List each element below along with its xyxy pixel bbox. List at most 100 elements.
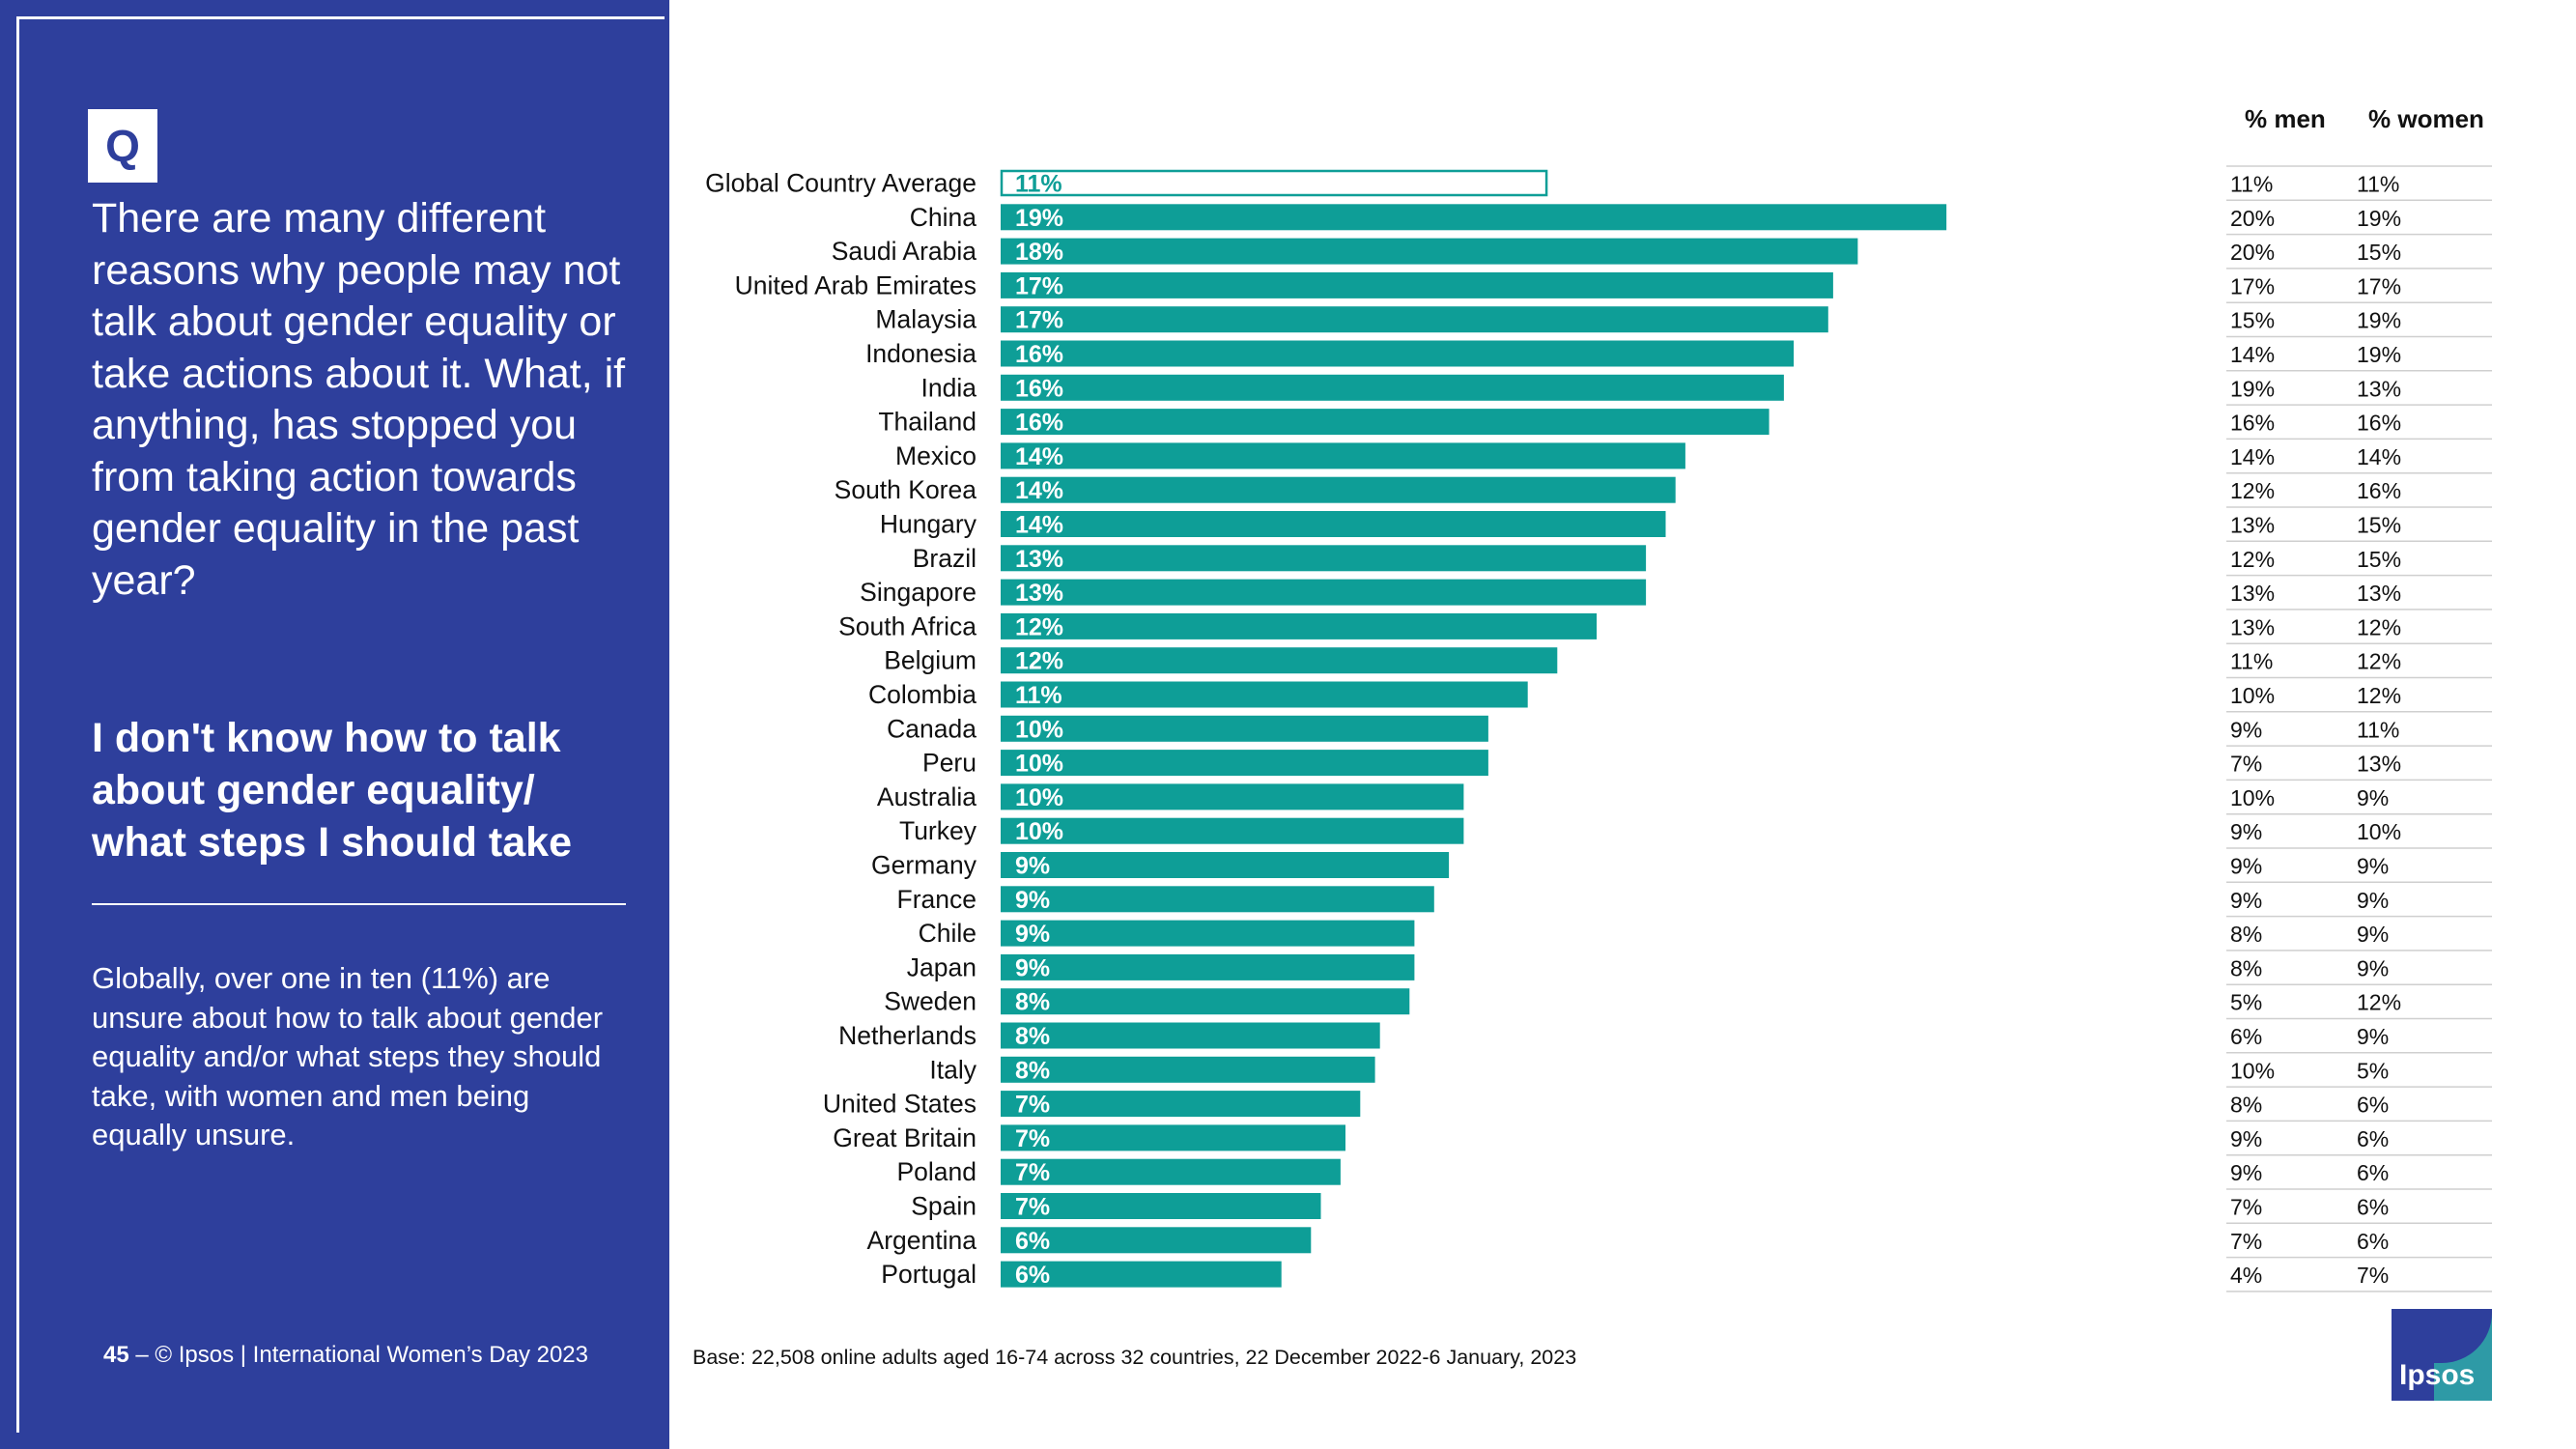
page-number: 45: [103, 1342, 129, 1368]
bar-value-label: 7%: [1015, 1159, 1050, 1186]
country-label: Global Country Average: [705, 169, 977, 198]
women-value: 9%: [2357, 955, 2389, 980]
country-label: Indonesia: [865, 339, 977, 368]
men-value: 15%: [2230, 308, 2275, 333]
logo-head-shape: [2392, 1309, 2492, 1363]
country-label: Turkey: [899, 816, 977, 845]
bar: [1001, 886, 1434, 913]
bar: [1001, 374, 1784, 401]
men-value: 9%: [2230, 819, 2262, 844]
bar-value-label: 14%: [1015, 477, 1063, 504]
bar: [1001, 681, 1528, 708]
country-label: United States: [823, 1090, 977, 1119]
logo-wordmark: Ipsos: [2399, 1359, 2476, 1391]
women-value: 17%: [2357, 273, 2401, 298]
bar-value-label: 7%: [1015, 1125, 1050, 1152]
bar: [1001, 988, 1410, 1015]
country-label: Poland: [896, 1157, 977, 1186]
bar: [1001, 783, 1464, 810]
men-value: 13%: [2230, 614, 2275, 639]
country-label: South Africa: [838, 611, 977, 640]
men-value: 8%: [2230, 1093, 2262, 1118]
men-value: 17%: [2230, 273, 2275, 298]
men-value: 9%: [2230, 1160, 2262, 1185]
women-value: 19%: [2357, 206, 2401, 231]
bar-value-label: 11%: [1015, 171, 1062, 198]
bar-value-label: 7%: [1015, 1194, 1050, 1221]
bar: [1001, 953, 1415, 980]
bar: [1001, 306, 1828, 333]
women-value: 9%: [2357, 922, 2389, 947]
bar-global-average: [1000, 169, 1548, 197]
bar-value-label: 11%: [1015, 682, 1062, 709]
country-label: Singapore: [860, 578, 977, 607]
footer-copyright: © Ipsos | International Women’s Day 2023: [155, 1342, 588, 1368]
men-value: 13%: [2230, 513, 2275, 538]
men-value: 19%: [2230, 376, 2275, 401]
country-label: Saudi Arabia: [832, 237, 977, 266]
bar: [1001, 545, 1647, 572]
country-label: Japan: [907, 952, 977, 981]
bar: [1001, 1091, 1361, 1118]
country-label: France: [897, 885, 977, 914]
bar: [1001, 579, 1647, 606]
women-value: 10%: [2357, 819, 2401, 844]
men-value: 20%: [2230, 240, 2275, 265]
bar: [1001, 852, 1450, 878]
men-value: 8%: [2230, 955, 2262, 980]
bar-value-label: 14%: [1015, 512, 1063, 539]
bar: [1001, 920, 1415, 947]
bar: [1001, 511, 1666, 537]
men-value: 9%: [2230, 888, 2262, 913]
col-header-women: % women: [2368, 104, 2484, 133]
country-label: Hungary: [880, 510, 977, 539]
country-label: Malaysia: [875, 305, 977, 334]
women-value: 14%: [2357, 444, 2401, 469]
men-value: 5%: [2230, 990, 2262, 1015]
women-value: 12%: [2357, 614, 2401, 639]
women-value: 6%: [2357, 1126, 2389, 1151]
bar-value-label: 9%: [1015, 887, 1050, 914]
bar: [1001, 612, 1598, 639]
divider: [92, 903, 626, 905]
bar-value-label: 8%: [1015, 1057, 1050, 1084]
q-badge: Q: [88, 109, 157, 183]
bar-value-label: 17%: [1015, 307, 1063, 334]
country-label: Belgium: [884, 646, 977, 675]
country-label: Germany: [871, 851, 977, 880]
bar-value-label: 10%: [1015, 751, 1063, 778]
women-value: 6%: [2357, 1195, 2389, 1220]
bar: [1001, 409, 1769, 436]
footer: 45 – © Ipsos | International Women’s Day…: [103, 1342, 588, 1369]
men-value: 6%: [2230, 1024, 2262, 1049]
country-label: Portugal: [881, 1260, 977, 1289]
bar-value-label: 9%: [1015, 954, 1050, 981]
bar: [1001, 1022, 1380, 1049]
men-value: 10%: [2230, 785, 2275, 810]
women-value: 12%: [2357, 990, 2401, 1015]
country-label: Peru: [922, 749, 977, 778]
bar: [1001, 1261, 1282, 1288]
women-value: 5%: [2357, 1058, 2389, 1083]
women-value: 9%: [2357, 854, 2389, 879]
country-label: South Korea: [835, 475, 977, 504]
bar: [1001, 1158, 1341, 1185]
base-note: Base: 22,508 online adults aged 16-74 ac…: [693, 1346, 1577, 1369]
women-value: 19%: [2357, 308, 2401, 333]
women-value: 15%: [2357, 513, 2401, 538]
women-value: 9%: [2357, 785, 2389, 810]
bar: [1001, 647, 1558, 674]
bar: [1001, 817, 1464, 844]
men-value: 9%: [2230, 717, 2262, 742]
bar: [1001, 1227, 1312, 1254]
bar-value-label: 6%: [1015, 1262, 1050, 1289]
men-value: 16%: [2230, 411, 2275, 436]
bar: [1001, 750, 1488, 777]
country-label: China: [910, 203, 977, 232]
men-value: 9%: [2230, 1126, 2262, 1151]
men-value: 7%: [2230, 752, 2262, 777]
women-value: 6%: [2357, 1229, 2389, 1254]
country-label: Colombia: [868, 680, 977, 709]
women-value: 9%: [2357, 1024, 2389, 1049]
